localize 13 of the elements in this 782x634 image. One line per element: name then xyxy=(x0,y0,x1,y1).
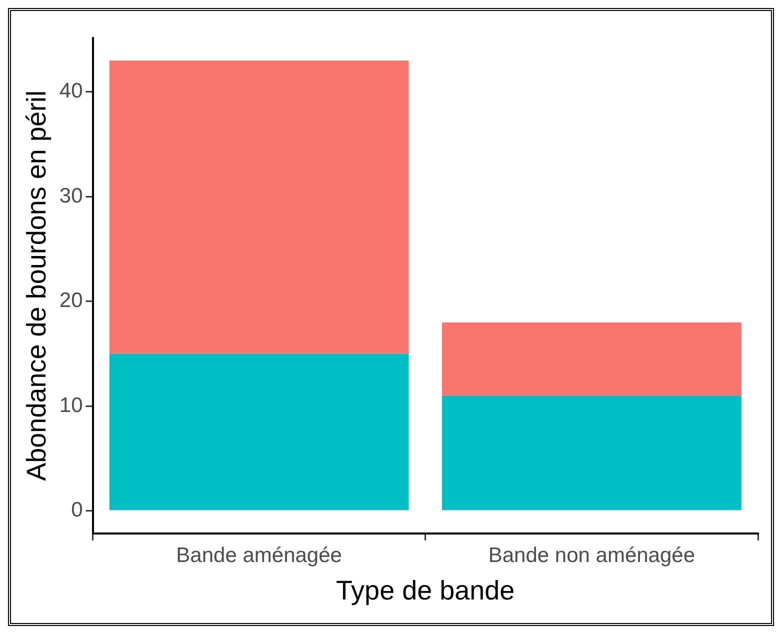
x-tick-label: Bande aménagée xyxy=(176,544,342,567)
y-tick-label: 10 xyxy=(59,394,83,417)
y-tick-label: 0 xyxy=(71,498,83,522)
bar xyxy=(442,322,742,396)
x-axis-title: Type de bande xyxy=(336,575,515,606)
y-axis-title: Abondance de bourdons en péril xyxy=(22,90,52,481)
bar xyxy=(109,60,409,354)
y-tick-label: 20 xyxy=(59,289,83,312)
y-tick-label: 40 xyxy=(59,80,83,103)
bar xyxy=(109,354,409,510)
x-tick-label: Bande non aménagée xyxy=(488,544,696,567)
bar xyxy=(442,396,742,510)
y-tick-label: 30 xyxy=(59,184,83,208)
